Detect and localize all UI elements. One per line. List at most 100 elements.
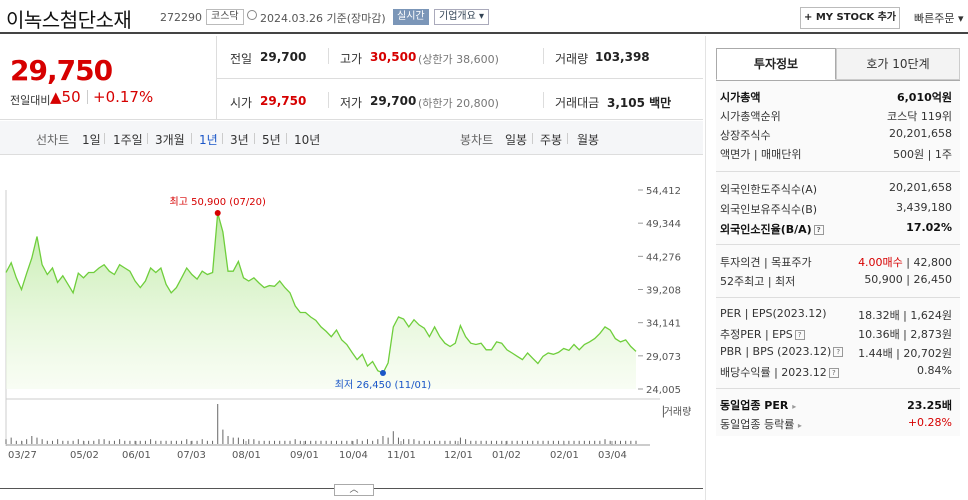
quick-order-button[interactable]: 빠른주문 ▾: [914, 12, 964, 25]
y-tick-label: 49,344: [646, 219, 681, 230]
amount-label: 거래대금: [555, 96, 600, 110]
volume-label: 거래량: [555, 52, 589, 66]
tab-order-book[interactable]: 호가 10단계: [836, 48, 960, 80]
change-label: 전일대비: [10, 94, 51, 107]
prev-close-value: 29,700: [260, 50, 307, 64]
y-tick-label: 39,208: [646, 286, 681, 297]
prev-close-label: 전일: [230, 52, 253, 66]
y-tick-label: 44,276: [646, 252, 681, 263]
add-mystock-button[interactable]: + MY STOCK 추가: [800, 7, 900, 29]
divider: [147, 133, 148, 144]
low-marker: [379, 369, 386, 376]
y-tick-label: 54,412: [646, 186, 681, 197]
help-icon[interactable]: ?: [794, 330, 805, 340]
company-name: 이녹스첨단소재: [6, 8, 132, 32]
info-row: 외국인보유주식수(B) 3,439,180: [720, 201, 952, 216]
candle-weekly[interactable]: 주봉: [540, 133, 563, 147]
realtime-button[interactable]: 실시간: [393, 9, 429, 25]
x-tick-label: 12/01: [444, 450, 473, 461]
upper-limit: (상한가 38,600): [418, 53, 499, 66]
stock-code: 272290: [160, 11, 202, 24]
x-tick-label: 08/01: [232, 450, 261, 461]
change-percent: +0.17%: [93, 88, 154, 106]
period-10y[interactable]: 10년: [294, 133, 321, 147]
x-tick-label: 10/04: [339, 450, 368, 461]
market-badge: 코스닥: [206, 9, 244, 25]
y-tick-label: 24,005: [646, 385, 681, 396]
lower-limit: (하한가 20,800): [418, 97, 499, 110]
divider: [254, 133, 255, 144]
x-tick-label: 05/02: [70, 450, 99, 461]
high-annotation: 최고 50,900 (07/20): [170, 196, 266, 208]
amount-value: 3,105 백만: [607, 96, 672, 110]
divider: [216, 78, 703, 79]
candle-monthly[interactable]: 월봉: [577, 133, 600, 147]
y-tick-label: 29,073: [646, 352, 681, 363]
divider: [87, 90, 88, 104]
period-bar: 선차트 1일 1주일 3개월 1년 3년 5년 10년 봉차트 일봉 주봉 월봉: [0, 121, 703, 155]
price-chart[interactable]: ▕거래량 54,412 49,344 44,276 39,208 34,141 29,07…: [0, 156, 703, 481]
info-row: 시가총액순위 코스닥 119위: [720, 110, 952, 123]
line-chart-label: 선차트: [36, 133, 70, 147]
divider: [716, 244, 960, 245]
change-value: ▲50: [50, 88, 81, 106]
help-icon[interactable]: ?: [828, 368, 839, 378]
period-1y[interactable]: 1년: [199, 133, 218, 147]
open-label: 시가: [230, 96, 253, 110]
company-info-button[interactable]: 기업개요 ▾: [434, 9, 489, 25]
divider: [532, 133, 533, 144]
divider: [716, 297, 960, 298]
period-1w[interactable]: 1주일: [113, 133, 143, 147]
divider: [716, 388, 960, 389]
x-tick-label: 03/27: [8, 450, 37, 461]
help-icon[interactable]: ?: [813, 225, 824, 235]
divider: [543, 92, 544, 108]
chart-svg: ▕거래량 54,412 49,344 44,276 39,208 34,141 29,07…: [5, 186, 691, 461]
collapse-button[interactable]: ︿: [334, 484, 374, 496]
y-tick-label: 34,141: [646, 319, 681, 330]
low-value: 29,700: [370, 94, 417, 108]
current-price: 29,750: [10, 54, 113, 87]
info-row: 외국인소진율(B/A)? 17.02%: [720, 221, 952, 236]
divider: [328, 92, 329, 108]
volume-value: 103,398: [595, 50, 650, 64]
period-1d[interactable]: 1일: [82, 133, 101, 147]
info-row: PER | EPS(2023.12) 18.32배 | 1,624원: [720, 307, 952, 322]
x-tick-label: 07/03: [177, 450, 206, 461]
divider: [543, 48, 544, 64]
divider: [104, 133, 105, 144]
divider: [328, 48, 329, 64]
price-panel: 29,750 전일대비 ▲50 +0.17% 전일 29,700 고가 30,5…: [0, 36, 703, 120]
divider: [286, 133, 287, 144]
info-row: 추정PER | EPS? 10.36배 | 2,873원: [720, 328, 952, 341]
low-annotation: 최저 26,450 (11/01): [335, 379, 431, 391]
help-icon[interactable]: ?: [833, 347, 844, 357]
divider: [191, 133, 192, 144]
x-tick-label: 03/04: [598, 450, 627, 461]
period-5y[interactable]: 5년: [262, 133, 281, 147]
x-tick-label: 02/01: [550, 450, 579, 461]
tab-investment-info[interactable]: 투자정보: [716, 48, 836, 80]
candle-chart-label: 봉차트: [460, 133, 494, 147]
investment-info-box: 시가총액 6,010억원 시가총액순위 코스닥 119위 상장주식수 20,201,6…: [716, 80, 960, 436]
period-3m[interactable]: 3개월: [155, 133, 185, 147]
clock-icon: [247, 10, 257, 20]
x-tick-label: 01/02: [492, 450, 521, 461]
low-label: 저가: [340, 96, 363, 110]
open-value: 29,750: [260, 94, 307, 108]
period-3y[interactable]: 3년: [230, 133, 249, 147]
candle-daily[interactable]: 일봉: [505, 133, 528, 147]
price-line: [5, 212, 637, 374]
info-row: 동일업종 등락률 ▸ +0.28%: [720, 416, 952, 431]
info-row: 동일업종 PER ▸ 23.25배: [720, 399, 952, 412]
info-row: 외국인한도주식수(A) 20,201,658: [720, 181, 952, 196]
high-label: 고가: [340, 52, 363, 66]
info-row: 시가총액 6,010억원: [720, 91, 952, 104]
info-row: 투자의견 | 목표주가 4.00매수 | 42,800: [720, 256, 952, 269]
high-value: 30,500: [370, 50, 417, 64]
info-row: 배당수익률 | 2023.12? 0.84%: [720, 364, 952, 379]
divider: [567, 133, 568, 144]
info-row: PBR | BPS (2023.12)? 1.44배 | 20,702원: [720, 345, 952, 360]
divider: [222, 133, 223, 144]
info-row: 52주최고 | 최저 50,900 | 26,450: [720, 273, 952, 288]
